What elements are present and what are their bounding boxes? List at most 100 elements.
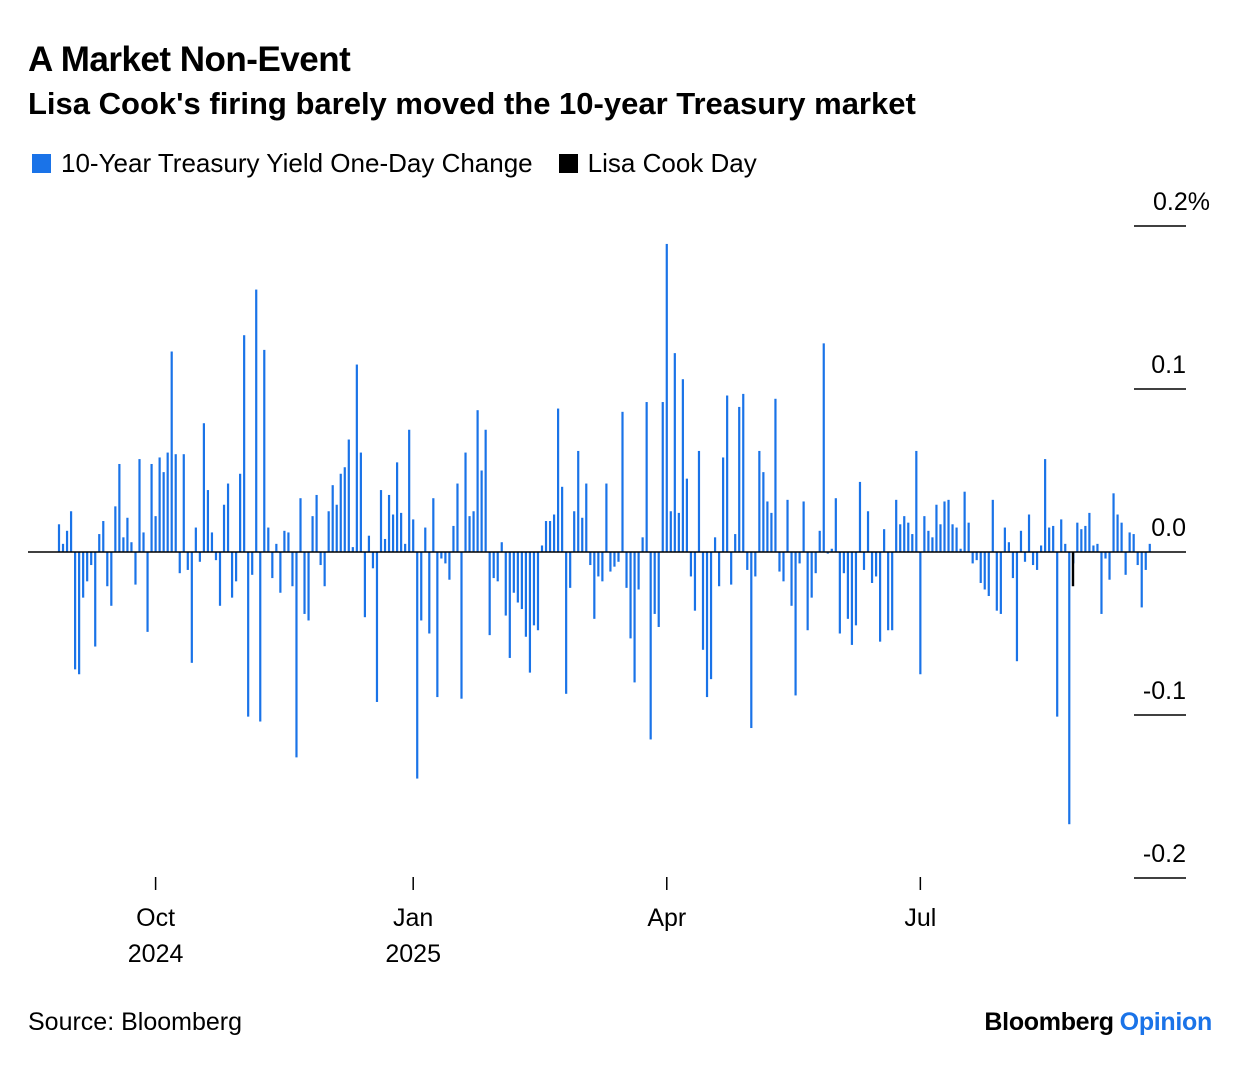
bar-yield-change bbox=[1096, 543, 1099, 552]
bar-yield-change bbox=[1060, 519, 1063, 552]
y-tick-label: -0.1 bbox=[1143, 677, 1186, 705]
legend-swatch-blue bbox=[32, 154, 51, 173]
bar-yield-change bbox=[339, 473, 342, 552]
bar-yield-change bbox=[1104, 552, 1107, 559]
bar-yield-change bbox=[1128, 532, 1131, 552]
bar-yield-change bbox=[565, 552, 568, 694]
bar-yield-change bbox=[508, 552, 511, 658]
legend-item-yield-change: 10-Year Treasury Yield One-Day Change bbox=[32, 148, 533, 179]
bar-yield-change bbox=[520, 552, 523, 610]
bar-yield-change bbox=[1144, 552, 1147, 570]
bar-yield-change bbox=[1136, 552, 1139, 566]
bar-yield-change bbox=[61, 543, 65, 552]
bar-yield-change bbox=[1100, 552, 1103, 614]
bar-yield-change bbox=[883, 529, 886, 552]
bar-yield-change bbox=[722, 457, 725, 552]
bar-yield-change bbox=[218, 552, 222, 606]
bar-yield-change bbox=[235, 552, 238, 582]
bar-yield-change bbox=[830, 548, 833, 552]
bar-yield-change bbox=[605, 483, 608, 552]
bar-yield-change bbox=[818, 530, 821, 552]
bar-yield-change bbox=[496, 552, 499, 582]
legend-label-yield-change: 10-Year Treasury Yield One-Day Change bbox=[61, 148, 533, 178]
bar-yield-change bbox=[214, 552, 218, 561]
bar-yield-change bbox=[866, 511, 870, 552]
bar-yield-change bbox=[746, 552, 749, 570]
bar-yield-change bbox=[593, 552, 596, 619]
bar-yield-change bbox=[383, 538, 387, 552]
bar-yield-change bbox=[1116, 514, 1119, 552]
bar-yield-change bbox=[194, 527, 197, 552]
bar-yield-change bbox=[226, 483, 230, 552]
bar-yield-change bbox=[504, 552, 507, 616]
bar-yield-change bbox=[778, 552, 781, 572]
bar-yield-change bbox=[653, 552, 656, 614]
bar-yield-change bbox=[279, 552, 282, 593]
bar-yield-change bbox=[552, 514, 556, 552]
bar-yield-change bbox=[1015, 552, 1019, 662]
bar-yield-change bbox=[210, 532, 214, 552]
bar-yield-change bbox=[649, 552, 652, 740]
bar-yield-change bbox=[1084, 525, 1087, 552]
bar-yield-change bbox=[726, 395, 729, 552]
bar-yield-change bbox=[673, 353, 676, 552]
bar-yield-change bbox=[701, 552, 705, 650]
bar-yield-change bbox=[975, 552, 978, 561]
bar-yield-change bbox=[585, 483, 588, 552]
x-tick-label: Oct bbox=[136, 904, 175, 932]
bar-yield-change bbox=[806, 552, 809, 631]
bar-yield-change bbox=[319, 552, 322, 566]
bar-yield-change bbox=[963, 491, 966, 552]
bar-yield-change bbox=[790, 552, 793, 606]
bar-yield-change bbox=[243, 335, 246, 552]
bar-yield-change bbox=[1052, 525, 1055, 552]
bar-yield-change bbox=[57, 524, 61, 552]
bar-yield-change bbox=[110, 552, 113, 606]
bar-yield-change bbox=[142, 532, 145, 552]
bar-yield-change bbox=[742, 393, 745, 552]
bar-yield-change bbox=[532, 552, 536, 626]
bar-yield-change bbox=[569, 552, 572, 588]
bar-yield-change bbox=[428, 552, 431, 634]
bar-yield-change bbox=[170, 351, 173, 552]
bar-yield-change bbox=[1019, 530, 1023, 552]
bar-yield-change bbox=[355, 364, 358, 552]
bar-yield-change bbox=[895, 499, 898, 552]
bar-yield-change bbox=[82, 552, 85, 598]
brand-bloomberg: Bloomberg bbox=[984, 1008, 1114, 1036]
bar-yield-change bbox=[581, 517, 584, 552]
bar-yield-change bbox=[931, 537, 934, 552]
bar-yield-change bbox=[915, 450, 918, 552]
bar-yield-change bbox=[78, 552, 81, 675]
bar-yield-change bbox=[907, 522, 910, 552]
bar-yield-change bbox=[814, 552, 817, 574]
bar-yield-change bbox=[134, 552, 137, 585]
x-tick-year-label: 2024 bbox=[128, 940, 184, 968]
bar-yield-change bbox=[206, 490, 210, 552]
bar-yield-change bbox=[689, 552, 693, 577]
bar-yield-change bbox=[375, 552, 379, 702]
bar-yield-change bbox=[404, 543, 407, 552]
x-axis: Oct 2024 Jan 2025 Apr Jul bbox=[128, 877, 936, 968]
bar-yield-change bbox=[528, 552, 532, 673]
bar-yield-change bbox=[182, 454, 185, 552]
bar-yield-change bbox=[557, 408, 560, 552]
bar-yield-change bbox=[730, 552, 733, 585]
bar-yield-change bbox=[536, 552, 540, 631]
bar-yield-change bbox=[798, 552, 801, 564]
bar-yield-change bbox=[826, 552, 829, 554]
y-tick-label: 0.2% bbox=[1153, 188, 1210, 216]
bar-yield-change bbox=[468, 516, 471, 552]
bar-yield-change bbox=[1080, 529, 1083, 552]
bar-yield-change bbox=[150, 463, 153, 552]
bar-yield-change bbox=[870, 552, 874, 583]
bar-yield-change bbox=[472, 511, 475, 552]
bar-yield-change bbox=[786, 499, 789, 552]
bar-yield-change bbox=[174, 454, 177, 552]
bar-yield-change bbox=[891, 552, 894, 631]
bar-yield-change bbox=[838, 552, 841, 634]
bar-yield-change bbox=[794, 552, 797, 696]
bar-yield-change bbox=[65, 530, 69, 552]
bar-yield-change bbox=[633, 552, 636, 683]
bar-yield-change bbox=[367, 535, 371, 552]
